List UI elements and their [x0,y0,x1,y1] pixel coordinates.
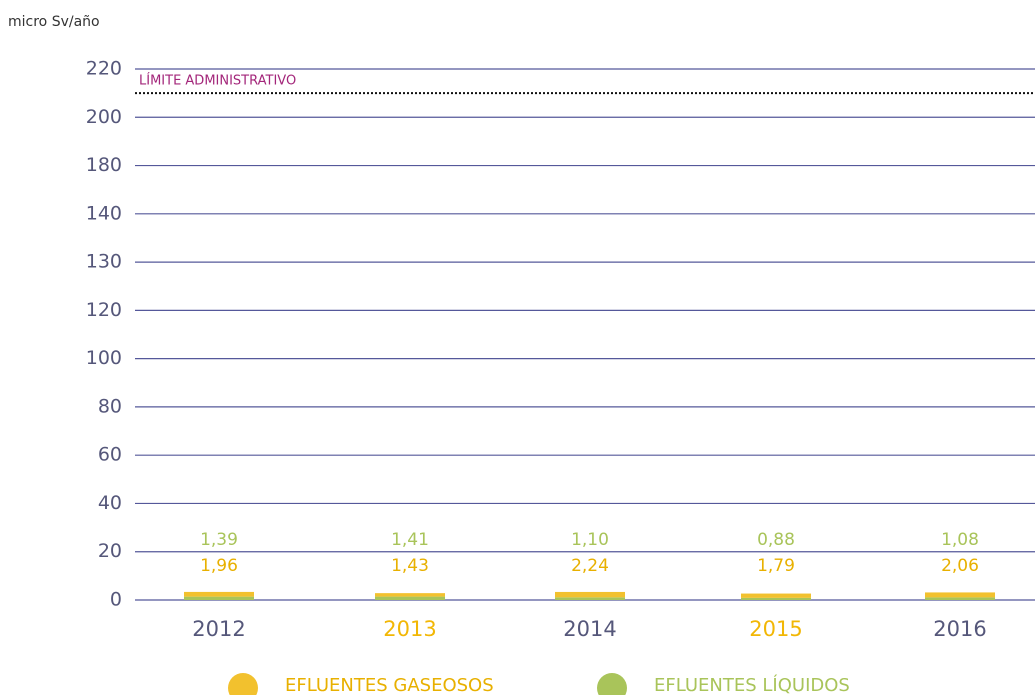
value-label: 1,43 [391,556,429,576]
value-label: 2,24 [571,556,609,576]
bar-segment [741,593,811,598]
y-tick-label: 180 [86,154,122,176]
legend-label: EFLUENTES LÍQUIDOS [654,674,850,695]
x-tick-label: 2014 [563,617,616,641]
x-tick-label: 2013 [383,617,436,641]
value-label: 1,79 [757,556,795,576]
bar-segment [555,591,625,598]
value-label: 1,96 [200,556,238,576]
value-label: 1,39 [200,530,238,550]
value-label: 0,88 [757,530,795,550]
bar-segment [184,591,254,597]
bar-segment [555,597,625,600]
y-tick-label: 0 [110,589,122,611]
x-tick-label: 2012 [192,617,245,641]
x-tick-label: 2016 [933,617,986,641]
y-tick-label: 140 [86,202,122,224]
y-tick-label: 130 [86,251,122,273]
y-tick-label: 120 [86,299,122,321]
y-tick-label: 80 [98,395,122,417]
bar-segment [184,596,254,600]
y-tick-label: 40 [98,492,122,514]
y-tick-label: 20 [98,540,122,562]
bar-segment [741,597,811,600]
limit-label: LÍMITE ADMINISTRATIVO [139,73,296,89]
y-tick-label: 60 [98,444,122,466]
value-label: 2,06 [941,556,979,576]
value-label: 1,41 [391,530,429,550]
legend-label: EFLUENTES GASEOSOS [285,675,494,695]
legend-swatch [228,673,258,695]
value-label: 1,08 [941,530,979,550]
y-axis-label: micro Sv/año [8,14,100,30]
bar-segment [925,592,995,598]
bar-segment [925,597,995,600]
x-tick-label: 2015 [749,617,802,641]
value-label: 1,10 [571,530,609,550]
bar-segment [375,593,445,597]
y-tick-label: 100 [86,347,122,369]
bar-segment [375,596,445,600]
legend-swatch [597,673,627,695]
y-tick-label: 200 [86,106,122,128]
y-tick-label: 220 [86,58,122,80]
